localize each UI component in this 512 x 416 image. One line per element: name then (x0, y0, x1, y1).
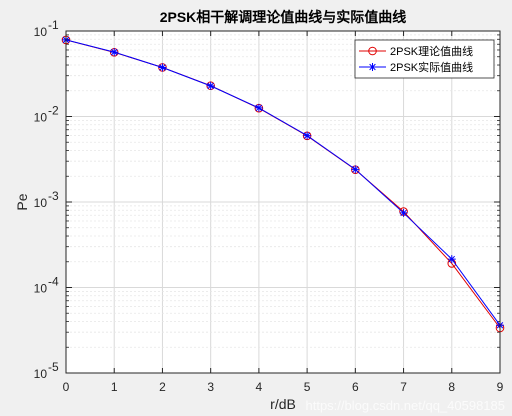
x-tick-label: 6 (352, 380, 359, 394)
data-point-actual (351, 165, 360, 174)
y-tick-label-exponent: -3 (48, 189, 59, 203)
y-tick-label-exponent: -5 (48, 360, 59, 374)
y-tick-label-exponent: -4 (48, 275, 59, 289)
data-point-actual (303, 131, 312, 140)
data-point-actual (110, 48, 119, 57)
y-tick-label-exponent: -2 (48, 104, 59, 118)
y-tick-label: 10 (34, 282, 48, 296)
data-point-actual (447, 255, 456, 264)
x-tick-label: 2 (159, 380, 166, 394)
data-point-actual (399, 208, 408, 217)
x-tick-label: 3 (207, 380, 214, 394)
y-tick-label: 10 (34, 111, 48, 125)
x-tick-label: 4 (256, 380, 263, 394)
legend-marker-theory (368, 46, 377, 56)
axes-box (65, 30, 501, 374)
data-point-actual (254, 103, 263, 112)
y-axis-label: Pe (14, 193, 30, 210)
x-axis-label: r/dB (270, 396, 296, 412)
x-tick-labels: 0 1 2 3 4 5 6 7 8 9 (63, 380, 504, 394)
x-tick-label: 5 (304, 380, 311, 394)
x-tick-label: 7 (400, 380, 407, 394)
x-tick-label: 0 (63, 380, 70, 394)
series-line-actual (65, 39, 501, 326)
x-tick-label: 9 (497, 380, 504, 394)
data-point-actual (158, 63, 167, 72)
y-tick-label: 10 (34, 196, 48, 210)
legend-marker-actual (368, 63, 377, 71)
data-point-actual (206, 81, 215, 90)
chart-title: 2PSK相干解调理论值曲线与实际值曲线 (160, 9, 407, 25)
legend: 2PSK理论值曲线 2PSK实际值曲线 (354, 39, 495, 79)
x-tick-label: 1 (111, 380, 118, 394)
y-tick-label: 10 (34, 367, 48, 381)
y-tick-label-exponent: -1 (48, 18, 59, 32)
watermark: https://blog.csdn.net/qq_40598185 (306, 398, 506, 413)
legend-star-shape (368, 63, 377, 71)
legend-label-actual: 2PSK实际值曲线 (390, 60, 473, 74)
legend-box (354, 39, 495, 79)
y-tick-label: 10 (34, 25, 48, 39)
x-tick-label: 8 (448, 380, 455, 394)
y-tick-labels: 10-510-410-310-210-1 (34, 18, 59, 381)
legend-label-theory: 2PSK理论值曲线 (390, 44, 473, 58)
series-layer (61, 35, 505, 333)
